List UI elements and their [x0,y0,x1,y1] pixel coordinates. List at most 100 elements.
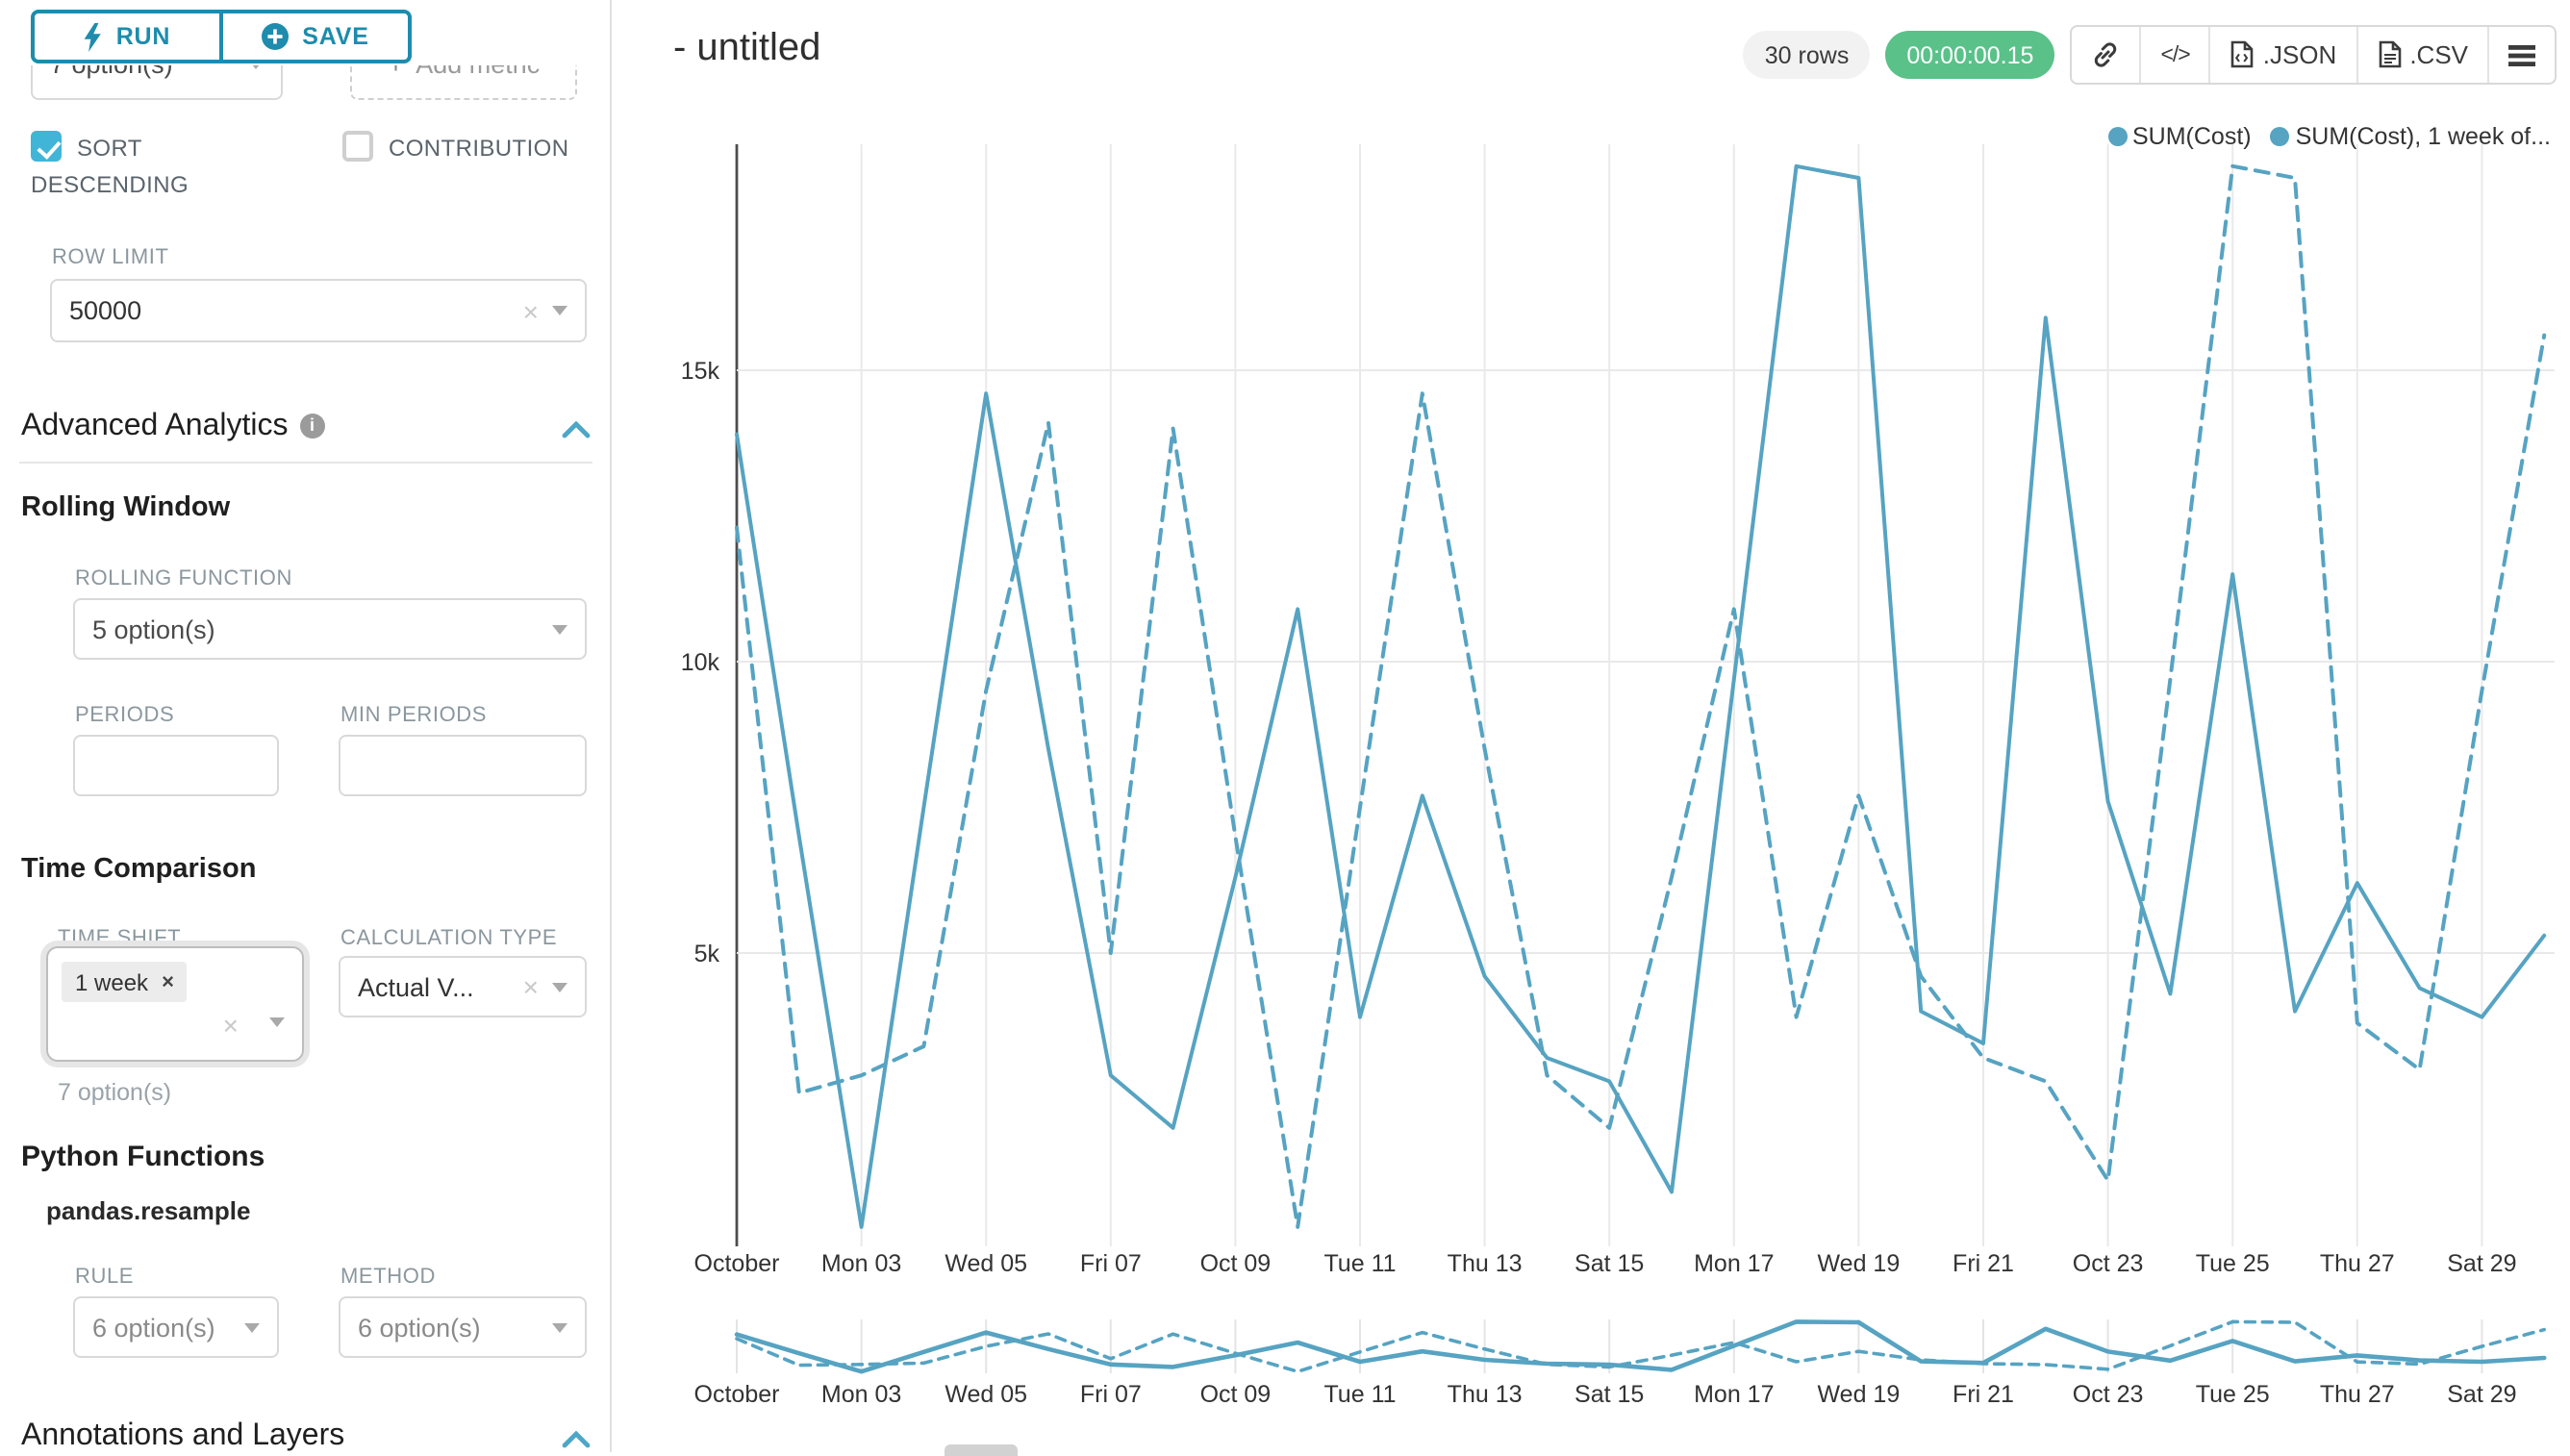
svg-text:Thu 13: Thu 13 [1448,1250,1523,1277]
chevron-up-icon[interactable] [562,421,591,439]
rolling-window-header: Rolling Window [21,492,231,523]
time-shift-hint: 7 option(s) [58,1079,172,1106]
calculation-type-label: CALCULATION TYPE [340,927,558,950]
periods-label: PERIODS [75,704,175,727]
svg-text:Thu 27: Thu 27 [2320,1250,2395,1277]
checkbox-checked-icon[interactable] [31,131,62,162]
legend-item-sum-cost-offset[interactable]: SUM(Cost), 1 week of... [2270,123,2551,150]
caret-down-icon [269,1017,285,1027]
svg-text:Fri 21: Fri 21 [1953,1250,2014,1277]
svg-text:Tue 11: Tue 11 [1323,1381,1396,1408]
plus-circle-icon [262,23,290,50]
clear-icon[interactable]: × [222,1010,239,1041]
embed-code-button[interactable]: </> [2139,27,2208,83]
timeseries-chart-svg[interactable]: October October Mon 03 Mon 03 Wed 05 Wed 05 Fr… [614,0,2570,1452]
row-limit-value: 50000 [69,296,142,325]
lightning-bolt-icon [85,22,102,51]
svg-text:Fri 21: Fri 21 [1953,1381,2014,1408]
rolling-function-label: ROLLING FUNCTION [75,567,292,590]
calculation-type-select[interactable]: Actual V... × [339,956,587,1017]
run-button[interactable]: RUN [35,13,219,60]
svg-text:Tue 25: Tue 25 [2196,1250,2270,1277]
svg-text:October: October [694,1381,780,1408]
info-icon: i [299,414,325,439]
caret-down-icon [244,1322,260,1332]
time-shift-select[interactable]: 1 week × × [46,946,304,1062]
method-select[interactable]: 6 option(s) [339,1296,587,1358]
svg-text:Oct 23: Oct 23 [2073,1381,2144,1408]
svg-text:Oct 23: Oct 23 [2073,1250,2144,1277]
checkbox-unchecked-icon[interactable] [342,131,373,162]
sort-descending-label: SORT DESCENDING [31,135,189,198]
copy-link-button[interactable] [2072,27,2139,83]
run-save-bar: RUN SAVE [0,0,610,65]
legend-dot-icon [2107,127,2127,146]
legend-item-sum-cost[interactable]: SUM(Cost) [2107,123,2252,150]
svg-text:Sat 15: Sat 15 [1575,1250,1644,1277]
svg-text:10k: 10k [681,649,720,676]
svg-text:Wed 05: Wed 05 [945,1250,1027,1277]
chart-header-actions: 30 rows 00:00:00.15 </> .JSON .CSV [1743,25,2557,85]
svg-text:Oct 09: Oct 09 [1200,1381,1272,1408]
svg-text:Mon 17: Mon 17 [1694,1381,1774,1408]
clear-icon[interactable]: × [522,295,539,326]
pandas-resample-label: pandas.resample [46,1196,251,1225]
legend-dot-icon [2270,127,2290,146]
export-csv-button[interactable]: .CSV [2356,27,2487,83]
clear-icon[interactable]: × [522,971,539,1002]
svg-text:Sat 29: Sat 29 [2447,1381,2516,1408]
control-panel: 7 option(s) + Add metric RUN SAVE [0,0,612,1452]
svg-text:Mon 03: Mon 03 [821,1381,901,1408]
rolling-function-value: 5 option(s) [92,615,215,643]
save-label: SAVE [302,23,369,50]
svg-text:15k: 15k [681,358,720,385]
save-button[interactable]: SAVE [219,13,408,60]
code-icon: </> [2160,43,2190,66]
csv-file-icon [2379,40,2401,68]
time-comparison-header: Time Comparison [21,854,257,885]
json-file-icon [2231,40,2255,68]
chart-area: - untitled 30 rows 00:00:00.15 </> .JSON… [614,0,2570,1452]
time-shift-tag: 1 week × [62,962,188,1002]
calculation-type-value: Actual V... [358,972,474,1001]
rule-value: 6 option(s) [92,1313,215,1342]
svg-text:Fri 07: Fri 07 [1080,1381,1142,1408]
svg-text:Wed 19: Wed 19 [1818,1250,1901,1277]
chart-title[interactable]: - untitled [673,27,821,69]
chart-legend: SUM(Cost) SUM(Cost), 1 week of... [2107,123,2551,150]
row-limit-select[interactable]: 50000 × [50,279,587,342]
svg-text:October: October [694,1250,780,1277]
advanced-analytics-header[interactable]: Advanced Analytics i [21,410,325,444]
rolling-function-select[interactable]: 5 option(s) [73,598,587,660]
svg-text:Sat 15: Sat 15 [1575,1381,1644,1408]
tag-remove-icon[interactable]: × [162,970,174,993]
method-value: 6 option(s) [358,1313,481,1342]
export-json-button[interactable]: .JSON [2208,27,2356,83]
row-count-badge: 30 rows [1743,31,1871,79]
svg-text:Wed 19: Wed 19 [1818,1381,1901,1408]
python-functions-header: Python Functions [21,1141,265,1173]
caret-down-icon [552,306,567,315]
contribution-checkbox[interactable]: CONTRIBUTION [342,131,596,167]
svg-text:Fri 07: Fri 07 [1080,1250,1142,1277]
chevron-up-icon[interactable] [562,1431,591,1448]
chart-menu-button[interactable] [2487,27,2555,83]
run-label: RUN [115,23,171,50]
method-label: METHOD [340,1266,436,1289]
caret-down-icon [552,1322,567,1332]
caret-down-icon [552,982,567,992]
svg-text:Thu 27: Thu 27 [2320,1381,2395,1408]
rule-select[interactable]: 6 option(s) [73,1296,279,1358]
json-label: .JSON [2262,40,2337,69]
divider [19,462,592,464]
svg-text:Thu 13: Thu 13 [1448,1381,1523,1408]
results-panel-handle[interactable] [945,1444,1018,1456]
csv-label: .CSV [2409,40,2468,69]
svg-text:Sat 29: Sat 29 [2447,1250,2516,1277]
min-periods-input[interactable] [339,735,587,796]
annotations-header[interactable]: Annotations and Layers [21,1419,345,1452]
sort-descending-checkbox[interactable]: SORT DESCENDING [31,131,258,204]
periods-input[interactable] [73,735,279,796]
svg-text:Mon 17: Mon 17 [1694,1250,1774,1277]
